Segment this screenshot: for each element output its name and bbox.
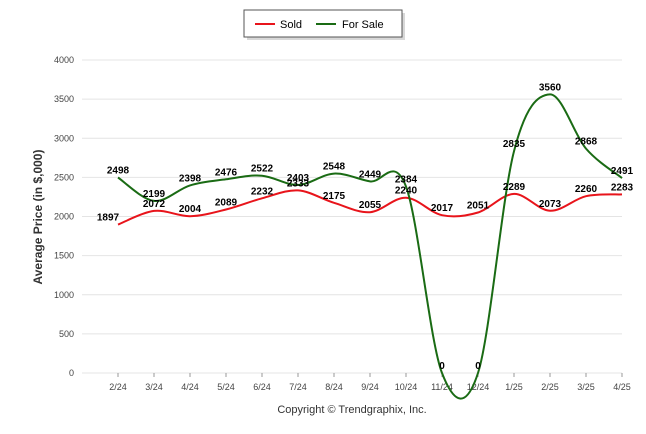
y-tick-label: 0 [69,368,74,378]
y-tick-label: 1500 [54,251,74,261]
data-label-sold: 2055 [359,200,382,211]
data-label-for-sale: 2384 [395,174,418,185]
data-label-for-sale: 2868 [575,137,598,148]
data-label-sold: 2089 [215,198,238,209]
series-line-sold [117,189,623,226]
data-label-sold: 2073 [539,199,562,210]
legend-label-for-sale: For Sale [342,19,384,31]
data-label-sold: 2004 [179,204,202,215]
data-label-sold: 2260 [575,184,598,195]
y-tick-label: 3500 [54,94,74,104]
x-tick-label: 8/24 [325,382,343,392]
data-label-sold: 1897 [97,213,120,224]
x-tick-label: 11/24 [431,382,453,392]
data-label-sold: 2017 [431,203,454,214]
legend: Sold For Sale [243,9,405,40]
x-tick-label: 4/24 [181,382,199,392]
series-lines [117,93,623,400]
x-tick-label: 4/25 [613,382,631,392]
x-tick-label: 5/24 [217,382,235,392]
data-label-for-sale: 2548 [323,162,346,173]
series-line-for-sale [117,93,623,400]
data-label-for-sale: 2498 [107,166,130,177]
y-tick-label: 3000 [54,133,74,143]
data-label-sold: 2283 [611,182,634,193]
data-label-for-sale: 2522 [251,164,274,175]
data-label-sold: 2072 [143,199,166,210]
x-tick-label: 1/25 [505,382,523,392]
x-tick-label: 2/25 [541,382,559,392]
y-tick-label: 2000 [54,212,74,222]
data-label-for-sale: 2835 [503,139,526,150]
data-label-for-sale: 2403 [287,173,310,184]
copyright-footer: Copyright © Trendgraphix, Inc. [277,404,426,416]
x-tick-label: 3/24 [145,382,163,392]
data-label-for-sale: 2491 [611,166,634,177]
data-label-for-sale: 0 [439,361,445,372]
data-label-sold: 2232 [251,186,274,197]
grid-lines [82,59,622,374]
y-tick-label: 2500 [54,172,74,182]
x-tick-label: 3/25 [577,382,595,392]
x-tick-label: 10/24 [395,382,418,392]
y-axis-ticks: 0 500 1000 1500 2000 2500 3000 3500 4000 [54,55,74,378]
y-tick-label: 500 [59,329,74,339]
y-tick-label: 1000 [54,290,74,300]
data-label-for-sale: 0 [475,361,481,372]
x-tick-label: 2/24 [109,382,127,392]
data-label-for-sale: 3560 [539,82,562,93]
x-tick-label: 6/24 [253,382,271,392]
legend-label-sold: Sold [280,19,302,31]
data-label-for-sale: 2449 [359,169,382,180]
x-tick-label: 7/24 [289,382,307,392]
data-label-for-sale: 2398 [179,173,202,184]
data-label-for-sale: 2199 [143,189,166,200]
data-labels: 1897 2072 2004 2089 2232 2333 2175 2055 2240 2017… [97,82,634,372]
data-label-sold: 2240 [395,186,418,197]
data-label-sold: 2333 [287,178,310,189]
data-label-sold: 2175 [323,191,346,202]
data-label-sold: 2051 [467,201,490,212]
y-axis-label: Average Price (in $,000) [31,150,45,285]
y-tick-label: 4000 [54,55,74,65]
x-tick-label: 9/24 [361,382,379,392]
data-label-sold: 2289 [503,182,526,193]
x-tick-label: 12/24 [467,382,490,392]
x-axis-ticks: 2/24 3/24 4/24 5/24 6/24 7/24 8/24 9/24 10/24 11/… [109,373,631,392]
data-label-for-sale: 2476 [215,167,238,178]
